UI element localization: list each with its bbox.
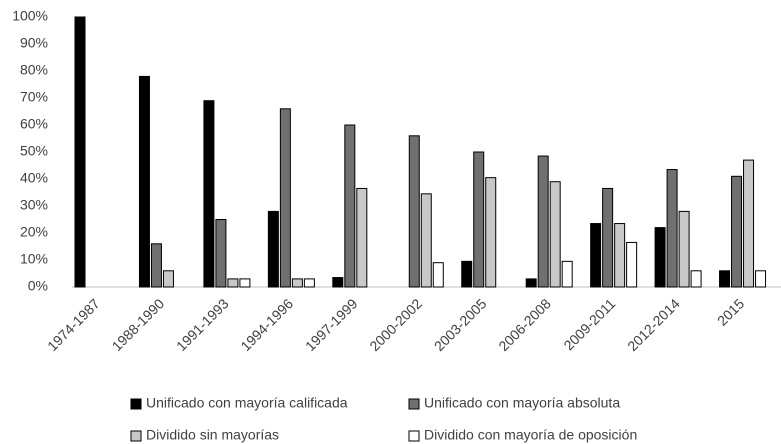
bar (332, 277, 344, 288)
y-tick-label: 10% (20, 251, 48, 267)
y-tick-label: 70% (20, 89, 48, 105)
bar (549, 181, 561, 288)
legend-swatch (130, 398, 142, 410)
y-tick-label: 80% (20, 62, 48, 78)
legend-label: Unificado con mayoría absoluta (424, 395, 620, 411)
x-tick-label: 2009-2011 (560, 295, 618, 353)
bar (743, 159, 755, 288)
bar (74, 16, 86, 288)
legend-swatch (130, 430, 142, 442)
bar (432, 262, 444, 288)
bar (525, 278, 537, 288)
bar (420, 193, 432, 288)
bar (473, 151, 485, 288)
bar (215, 219, 227, 288)
bar (678, 210, 690, 288)
x-tick-label: 1994-1996 (237, 295, 296, 354)
bar (203, 100, 215, 288)
bar (755, 270, 767, 288)
bar (344, 124, 356, 288)
bar (239, 278, 251, 288)
bar (731, 175, 743, 288)
y-tick-label: 90% (20, 35, 48, 51)
legend-label: Unificado con mayoría calificada (146, 395, 348, 411)
x-tick-label: 1988-1990 (109, 295, 168, 354)
legend-label: Dividido sin mayorías (146, 427, 279, 443)
y-tick-label: 0% (28, 278, 48, 294)
bar (461, 260, 473, 288)
y-tick-label: 20% (20, 224, 48, 240)
bar (561, 260, 573, 288)
bar (291, 278, 303, 288)
bar (303, 278, 315, 288)
bar (590, 223, 602, 288)
bar (267, 210, 279, 288)
bar (537, 155, 549, 288)
bar (690, 270, 702, 288)
bar (614, 223, 626, 288)
bar (150, 243, 162, 288)
bar (666, 169, 678, 288)
legend-label: Dividido con mayoría de oposición (424, 427, 637, 443)
bar (279, 108, 291, 288)
x-tick-label: 1991-1993 (173, 295, 232, 354)
x-tick-label: 1974-1987 (44, 295, 103, 354)
bar (356, 187, 368, 288)
bar (485, 177, 497, 288)
bar (626, 241, 638, 288)
bar (408, 135, 420, 288)
bar (162, 270, 174, 288)
y-tick-label: 40% (20, 170, 48, 186)
x-tick-label: 2015 (714, 295, 747, 328)
bar (719, 270, 731, 288)
x-tick-label: 1997-1999 (302, 295, 361, 354)
x-tick-label: 2003-2005 (431, 295, 490, 354)
x-tick-label: 2006-2008 (495, 295, 554, 354)
y-tick-label: 100% (12, 8, 48, 24)
bar (227, 278, 239, 288)
y-tick-label: 30% (20, 197, 48, 213)
legend-swatch (408, 398, 420, 410)
y-tick-label: 50% (20, 143, 48, 159)
bar (602, 187, 614, 288)
bar (654, 227, 666, 288)
y-tick-label: 60% (20, 116, 48, 132)
bar (138, 75, 150, 288)
x-tick-label: 2012-2014 (624, 295, 683, 354)
x-tick-label: 2000-2002 (366, 295, 425, 354)
legend-swatch (408, 430, 420, 442)
